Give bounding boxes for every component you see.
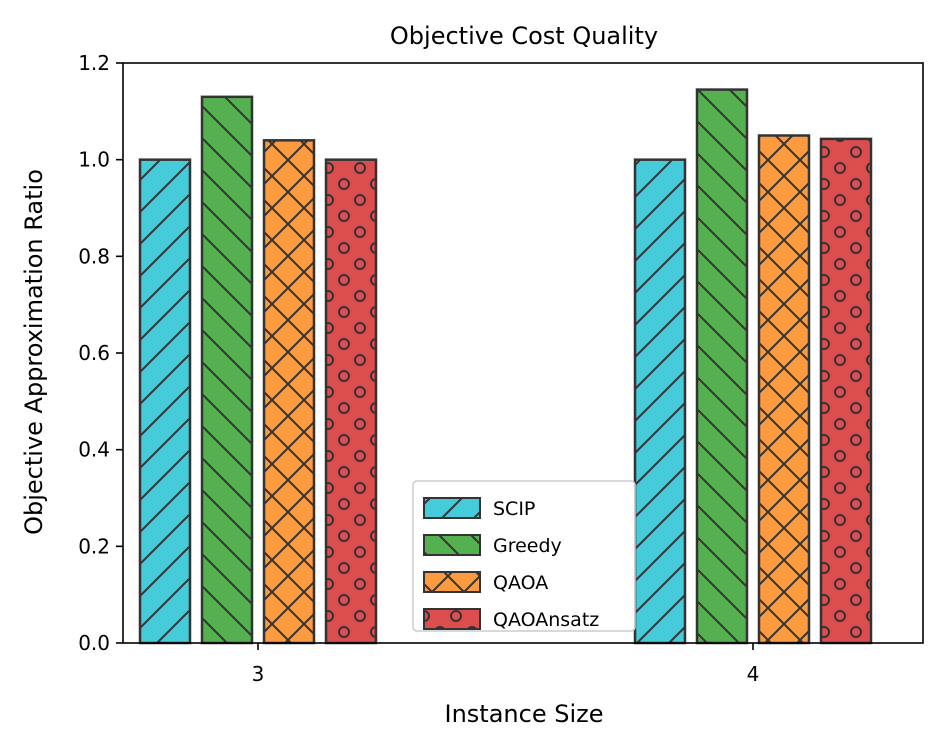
x-tick-label: 3 — [252, 662, 265, 686]
legend-swatch-scip — [423, 497, 481, 519]
x-axis-label: Instance Size — [445, 700, 604, 728]
y-tick-label: 0.2 — [78, 534, 110, 558]
bar-qaoa-3 — [262, 139, 316, 645]
bar-scip-4 — [633, 158, 687, 645]
bar-scip-3 — [138, 158, 192, 645]
y-axis-label: Objective Approximation Ratio — [20, 169, 48, 535]
y-tick-label: 0.6 — [78, 341, 110, 365]
legend: SCIP Greedy QAOA QAOAnsatz — [412, 480, 636, 632]
y-tick-label: 1.2 — [78, 51, 110, 75]
y-tick-label: 0.8 — [78, 244, 110, 268]
chart-title: Objective Cost Quality — [390, 22, 658, 50]
bar-qaoa-4 — [757, 134, 811, 645]
legend-label-greedy: Greedy — [493, 535, 562, 557]
legend-label-scip: SCIP — [493, 498, 535, 520]
y-tick-label: 0.4 — [78, 438, 110, 462]
bar-qaoansatz-3 — [324, 158, 378, 645]
y-tick-label: 0.0 — [78, 631, 110, 655]
bar-qaoansatz-4 — [819, 137, 873, 645]
x-tick-label: 4 — [747, 662, 760, 686]
bar-greedy-4 — [695, 88, 749, 645]
bar-greedy-3 — [200, 95, 254, 645]
plot-area: 0.0 0.2 0.4 0.6 0.8 1.0 1.2 3 4 — [78, 51, 924, 686]
legend-label-qaoansatz: QAOAnsatz — [493, 609, 599, 631]
legend-swatch-qaoa — [423, 571, 481, 593]
legend-label-qaoa: QAOA — [493, 572, 548, 594]
legend-swatch-qaoansatz — [423, 608, 481, 630]
legend-swatch-greedy — [423, 534, 481, 556]
y-tick-label: 1.0 — [78, 148, 110, 172]
